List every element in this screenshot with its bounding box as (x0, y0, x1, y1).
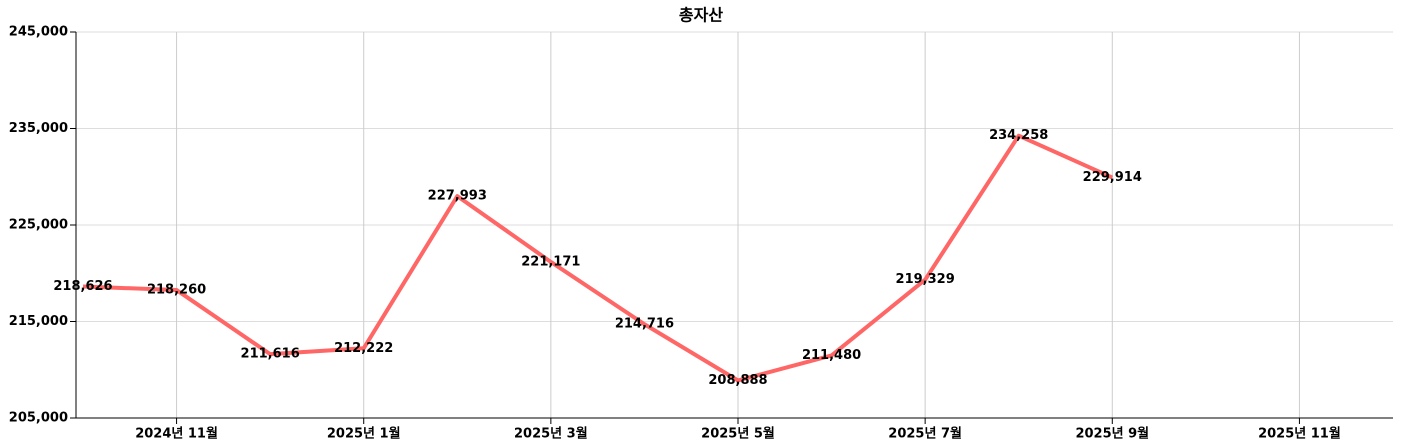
x-tick-label: 2025년 1월 (327, 426, 401, 442)
data-label: 211,480 (802, 348, 861, 363)
data-label: 212,222 (334, 341, 393, 356)
x-tick-label: 2025년 3월 (514, 426, 588, 442)
x-tick-label: 2025년 11월 (1258, 426, 1341, 442)
y-tick-label: 225,000 (9, 218, 68, 233)
data-label: 219,329 (896, 272, 955, 287)
data-label: 214,716 (615, 317, 674, 332)
data-label: 221,171 (521, 254, 580, 269)
data-label: 218,626 (53, 279, 112, 294)
data-label: 218,260 (147, 283, 206, 298)
y-tick-label: 235,000 (9, 121, 68, 136)
x-tick-label: 2025년 7월 (888, 426, 962, 442)
y-tick-label: 205,000 (9, 411, 68, 426)
line (82, 133, 1114, 383)
data-label: 208,888 (708, 373, 767, 388)
data-label: 227,993 (428, 189, 487, 204)
y-tick-label: 215,000 (9, 314, 68, 329)
data-label: 234,258 (989, 128, 1048, 143)
data-label: 211,616 (241, 347, 300, 362)
x-tick-label: 2024년 11월 (135, 426, 218, 442)
chart-title: 총자산 (679, 6, 723, 25)
y-tick-label: 245,000 (9, 25, 68, 40)
x-tick-label: 2025년 5월 (701, 426, 775, 442)
x-tick-label: 2025년 9월 (1075, 426, 1149, 442)
data-label: 229,914 (1083, 170, 1142, 185)
